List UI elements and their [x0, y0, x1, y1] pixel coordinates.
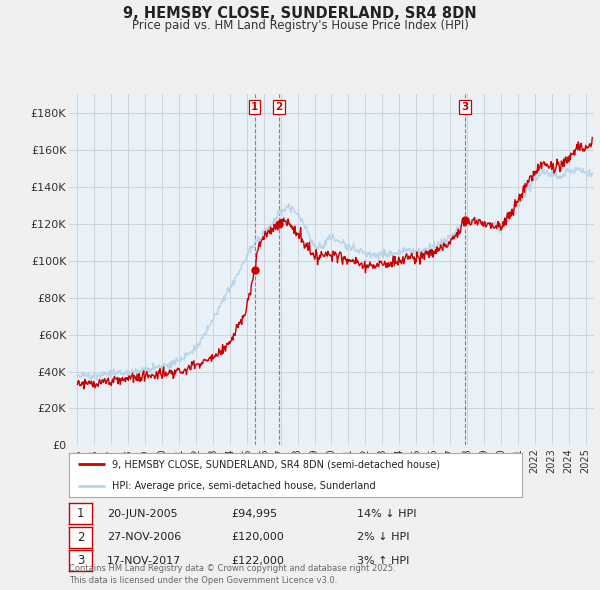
Text: 9, HEMSBY CLOSE, SUNDERLAND, SR4 8DN (semi-detached house): 9, HEMSBY CLOSE, SUNDERLAND, SR4 8DN (se…: [112, 460, 440, 470]
Text: £120,000: £120,000: [231, 532, 284, 542]
Text: 14% ↓ HPI: 14% ↓ HPI: [357, 509, 416, 519]
Text: 9, HEMSBY CLOSE, SUNDERLAND, SR4 8DN: 9, HEMSBY CLOSE, SUNDERLAND, SR4 8DN: [123, 6, 477, 21]
Text: Contains HM Land Registry data © Crown copyright and database right 2025.
This d: Contains HM Land Registry data © Crown c…: [69, 565, 395, 585]
Text: 2% ↓ HPI: 2% ↓ HPI: [357, 532, 409, 542]
Text: HPI: Average price, semi-detached house, Sunderland: HPI: Average price, semi-detached house,…: [112, 481, 376, 491]
Text: 17-NOV-2017: 17-NOV-2017: [107, 556, 181, 566]
Text: £94,995: £94,995: [231, 509, 277, 519]
Text: 2: 2: [77, 530, 84, 544]
Text: 20-JUN-2005: 20-JUN-2005: [107, 509, 178, 519]
Text: 3: 3: [461, 101, 469, 112]
Text: 2: 2: [275, 101, 283, 112]
Text: 3: 3: [77, 554, 84, 568]
Text: 27-NOV-2006: 27-NOV-2006: [107, 532, 181, 542]
Text: 1: 1: [77, 507, 84, 520]
Text: 1: 1: [251, 101, 259, 112]
Text: Price paid vs. HM Land Registry's House Price Index (HPI): Price paid vs. HM Land Registry's House …: [131, 19, 469, 32]
Text: £122,000: £122,000: [231, 556, 284, 566]
Text: 3% ↑ HPI: 3% ↑ HPI: [357, 556, 409, 566]
